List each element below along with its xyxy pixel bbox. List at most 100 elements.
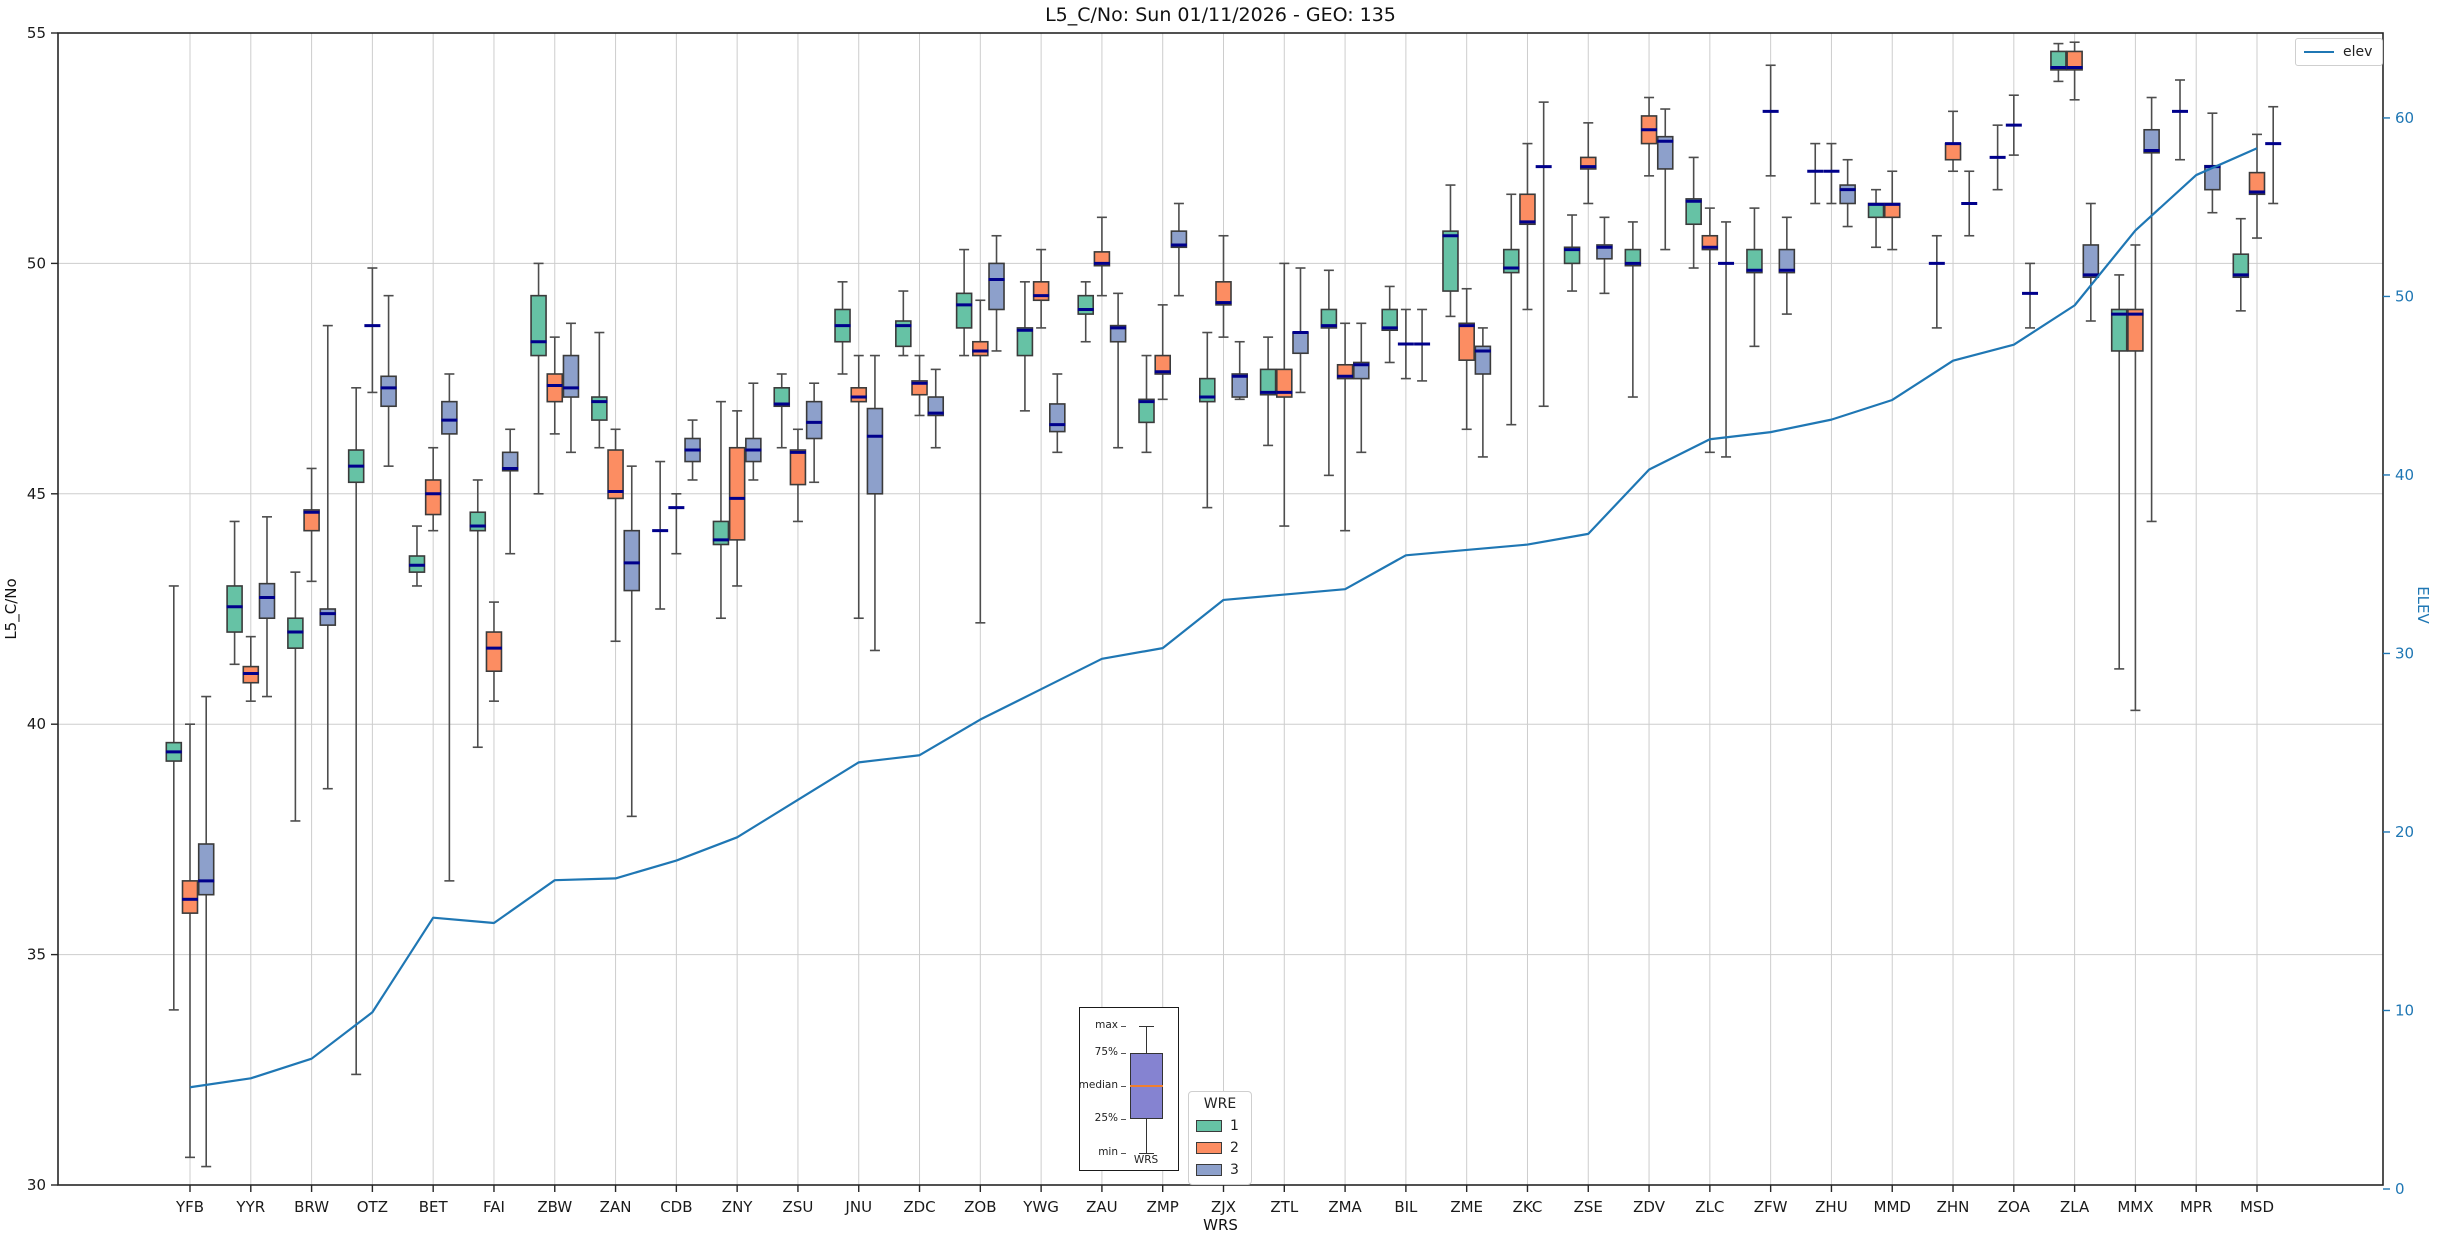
wre-legend-item-2: 2 xyxy=(1196,1140,1244,1156)
x-tick-label: MMX xyxy=(2117,1198,2153,1216)
x-tick-label: ZTL xyxy=(1270,1198,1298,1216)
box-wre2 xyxy=(1215,281,1232,306)
wre2-swatch xyxy=(1196,1142,1222,1154)
box-wre1 xyxy=(1442,230,1459,292)
wre3-label: 3 xyxy=(1230,1162,1239,1178)
elev-legend: elev xyxy=(2295,38,2383,66)
x-tick-label: ZOA xyxy=(1998,1198,2031,1216)
box-wre2 xyxy=(728,446,746,541)
box-wre3 xyxy=(623,529,641,592)
box-wre3 xyxy=(197,843,215,896)
inset-75-label: 75% xyxy=(1094,1046,1118,1058)
x-tick-label: MPR xyxy=(2180,1198,2212,1216)
box-wre1 xyxy=(895,320,912,348)
right-tick-label: 40 xyxy=(2395,466,2414,484)
box-wre1 xyxy=(1259,368,1277,396)
box-wre3 xyxy=(1109,324,1127,343)
box-wre3 xyxy=(866,407,884,495)
box-wre3 xyxy=(501,451,519,472)
x-tick-label: ZDC xyxy=(903,1198,935,1216)
right-axis-label: ELEV xyxy=(2414,586,2432,624)
x-tick-label: ZBW xyxy=(537,1198,572,1216)
x-tick-label: ZNY xyxy=(722,1198,753,1216)
left-tick-label: 30 xyxy=(27,1176,46,1194)
chart-title: L5_C/No: Sun 01/11/2026 - GEO: 135 xyxy=(1045,4,1396,26)
wre1-swatch xyxy=(1196,1120,1222,1132)
box-wre1 xyxy=(773,387,791,408)
inset-tick xyxy=(1121,1026,1126,1027)
inset-max-cap xyxy=(1139,1026,1154,1027)
inset-tick xyxy=(1121,1053,1126,1054)
wre-legend-item-3: 3 xyxy=(1196,1162,1244,1178)
wre-legend: WRE 1 2 3 xyxy=(1188,1091,1252,1185)
inset-median-label: median xyxy=(1078,1079,1118,1091)
box-wre1 xyxy=(2110,308,2128,352)
right-tick-label: 20 xyxy=(2395,823,2414,841)
x-tick-label: FAI xyxy=(483,1198,505,1216)
box-wre1 xyxy=(1381,308,1398,332)
box-wre3 xyxy=(1352,361,1370,380)
box-wre1 xyxy=(530,294,547,357)
box-wre3 xyxy=(319,608,337,626)
box-wre3 xyxy=(1049,403,1066,433)
inset-xlabel: WRS xyxy=(1133,1154,1159,1166)
inset-25-label: 25% xyxy=(1094,1112,1118,1124)
inset-min-cap xyxy=(1139,1153,1154,1154)
box-wre1 xyxy=(1685,198,1702,226)
inset-upper-whisker xyxy=(1146,1026,1147,1053)
box-wre3 xyxy=(1778,248,1796,274)
elev-line xyxy=(189,147,2258,1089)
x-tick-label: YWG xyxy=(1022,1198,1059,1216)
box-wre3 xyxy=(1839,184,1856,205)
left-tick-label: 35 xyxy=(27,946,46,964)
box-wre3 xyxy=(380,375,397,408)
x-tick-label: ZJX xyxy=(1211,1198,1236,1216)
box-wre3 xyxy=(1292,331,1309,355)
right-tick-label: 50 xyxy=(2395,287,2414,305)
x-tick-label: BIL xyxy=(1394,1198,1418,1216)
box-wre2 xyxy=(972,340,989,357)
x-tick-label: JNU xyxy=(844,1198,872,1216)
box-wre3 xyxy=(562,354,580,398)
inset-tick xyxy=(1121,1086,1126,1087)
box-wre3 xyxy=(2082,244,2100,279)
left-tick-label: 50 xyxy=(27,254,46,272)
box-wre2 xyxy=(1154,354,1172,375)
box-wre2 xyxy=(2127,308,2144,352)
box-wre2 xyxy=(789,449,807,486)
box-wre1 xyxy=(1624,248,1642,267)
box-wre3 xyxy=(2143,128,2160,154)
x-tick-label: ZAU xyxy=(1086,1198,1118,1216)
left-axis-label: L5_C/No xyxy=(2,578,20,640)
box-wre2 xyxy=(850,387,868,403)
x-tick-label: ZMP xyxy=(1147,1198,1179,1216)
box-wre1 xyxy=(1563,246,1581,265)
x-tick-label: CDB xyxy=(660,1198,692,1216)
x-tick-label: ZKC xyxy=(1513,1198,1543,1216)
x-tick-label: ZOB xyxy=(964,1198,996,1216)
x-tick-label: ZSU xyxy=(783,1198,814,1216)
x-tick-label: ZDV xyxy=(1633,1198,1666,1216)
box-wre1 xyxy=(226,585,243,633)
right-tick-label: 30 xyxy=(2395,644,2414,662)
x-tick-label: OTZ xyxy=(357,1198,388,1216)
inset-median-line xyxy=(1130,1085,1163,1087)
inset-min-label: min xyxy=(1098,1146,1118,1158)
x-tick-label: ZMA xyxy=(1328,1198,1362,1216)
inset-max-label: max xyxy=(1095,1019,1118,1031)
right-tick-label: 60 xyxy=(2395,109,2414,127)
box-wre1 xyxy=(2232,253,2250,279)
x-tick-label: BRW xyxy=(294,1198,329,1216)
x-tick-label: ZLC xyxy=(1695,1198,1724,1216)
x-tick-label: ZHN xyxy=(1937,1198,1970,1216)
wre1-label: 1 xyxy=(1230,1118,1239,1134)
x-tick-label: ZME xyxy=(1450,1198,1483,1216)
x-tick-label: ZSE xyxy=(1574,1198,1603,1216)
wre2-label: 2 xyxy=(1230,1140,1239,1156)
box-wre2 xyxy=(1275,368,1293,398)
left-tick-label: 55 xyxy=(27,24,46,42)
box-wre2 xyxy=(485,631,503,673)
right-tick-label: 10 xyxy=(2395,1001,2414,1019)
